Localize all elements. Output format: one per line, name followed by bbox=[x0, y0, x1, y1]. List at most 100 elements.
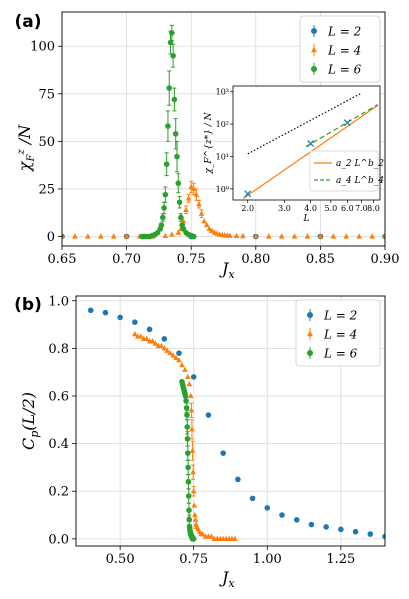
data-point bbox=[173, 354, 179, 361]
data-point bbox=[164, 347, 171, 353]
data-point bbox=[206, 225, 213, 231]
data-point bbox=[220, 450, 226, 456]
inset-y-tick-label: 10² bbox=[216, 120, 229, 129]
data-point bbox=[193, 191, 200, 197]
x-tick-label: 1.00 bbox=[253, 552, 282, 567]
data-point bbox=[304, 233, 311, 239]
data-point bbox=[182, 366, 188, 372]
data-point bbox=[176, 199, 183, 206]
y-tick-label: 1.0 bbox=[48, 294, 69, 309]
data-point bbox=[170, 52, 176, 59]
data-point bbox=[137, 333, 144, 339]
data-point bbox=[192, 511, 198, 518]
data-point bbox=[166, 85, 173, 91]
legend-marker bbox=[307, 330, 313, 337]
data-point bbox=[382, 533, 385, 540]
data-point bbox=[201, 218, 207, 224]
data-point bbox=[117, 314, 123, 321]
data-point bbox=[240, 232, 246, 239]
data-point bbox=[208, 533, 215, 539]
panel-b: 0.50 0.75 1.00 1.250.00.20.40.60.81.0L = 2L… bbox=[48, 294, 386, 567]
data-point bbox=[249, 495, 256, 502]
data-point bbox=[184, 424, 191, 430]
series-L-4 bbox=[132, 330, 238, 541]
legend-label: L = 4 bbox=[323, 328, 357, 342]
data-area bbox=[87, 307, 385, 542]
data-point bbox=[185, 195, 192, 201]
y-tick-label: 25 bbox=[38, 182, 55, 197]
data-point bbox=[227, 232, 233, 238]
data-point bbox=[184, 412, 190, 418]
x-tick-label: 1.25 bbox=[326, 552, 355, 567]
data-point bbox=[158, 342, 165, 349]
data-point bbox=[190, 233, 197, 240]
inset-x-axis-label: L bbox=[303, 214, 310, 224]
inset-x-tick-label: 6.0 bbox=[341, 204, 354, 213]
data-point bbox=[87, 307, 94, 314]
legend-box bbox=[299, 15, 381, 83]
data-point bbox=[163, 161, 170, 167]
data-point bbox=[183, 405, 190, 411]
data-point bbox=[170, 352, 176, 358]
data-point bbox=[317, 233, 324, 239]
y-tick-label: 0.8 bbox=[48, 342, 69, 357]
data-point bbox=[186, 507, 192, 514]
data-point bbox=[187, 392, 194, 399]
y-tick-label: 0.6 bbox=[48, 390, 69, 405]
data-point bbox=[190, 185, 197, 192]
x-tick-label: 0.90 bbox=[371, 252, 400, 267]
data-point bbox=[162, 232, 169, 239]
inset-frame bbox=[232, 85, 381, 201]
inset-data-point bbox=[343, 119, 351, 127]
data-point bbox=[203, 221, 210, 228]
data-point bbox=[174, 153, 180, 160]
y-tick-label: 100 bbox=[30, 40, 55, 55]
data-point bbox=[178, 214, 184, 221]
data-point bbox=[183, 206, 189, 212]
inset-legend-label: a_4 L^b_4 bbox=[336, 176, 384, 186]
data-point bbox=[149, 338, 156, 344]
data-point bbox=[185, 373, 191, 380]
data-point bbox=[293, 517, 300, 523]
data-point bbox=[167, 39, 174, 46]
data-point bbox=[172, 130, 179, 137]
y-tick-label: 0.0 bbox=[48, 532, 69, 547]
legend-label: L = 4 bbox=[327, 44, 361, 58]
data-point bbox=[185, 478, 192, 485]
data-point bbox=[232, 535, 238, 541]
inset-x-tick-label: 8.0 bbox=[367, 204, 380, 213]
data-point bbox=[189, 426, 195, 432]
data-point bbox=[158, 222, 165, 228]
plot-frame bbox=[61, 11, 386, 247]
data-point bbox=[291, 233, 298, 239]
data-point bbox=[198, 210, 205, 216]
data-point bbox=[330, 233, 337, 239]
data-point bbox=[169, 231, 175, 237]
inset-y-tick-label: 10⁰ bbox=[216, 185, 229, 194]
data-point bbox=[143, 335, 150, 341]
data-point bbox=[175, 229, 182, 235]
x-tick-label: 0.75 bbox=[179, 552, 208, 567]
data-point bbox=[97, 233, 104, 239]
legend: L = 2 L = 4 L = 6 bbox=[295, 299, 381, 367]
inset-data-point bbox=[307, 140, 315, 148]
legend-label: L = 6 bbox=[327, 63, 362, 77]
data-point bbox=[182, 393, 189, 399]
data-point bbox=[196, 200, 202, 207]
data-point bbox=[253, 233, 259, 239]
inset-y-axis-label: χ_F^{z*} / N bbox=[204, 111, 214, 174]
series-L-6 bbox=[139, 24, 197, 240]
y-tick-label: 0.4 bbox=[48, 437, 69, 452]
series-L-4 bbox=[62, 180, 385, 239]
data-point bbox=[190, 536, 197, 542]
data-point bbox=[278, 233, 285, 239]
data-point bbox=[189, 447, 196, 453]
data-point bbox=[265, 233, 272, 239]
y-tick-label: 50 bbox=[38, 135, 55, 150]
data-point bbox=[165, 123, 171, 129]
inset-x-tick-label: 4.0 bbox=[304, 204, 317, 213]
legend-label: L = 2 bbox=[327, 25, 361, 39]
legend-box bbox=[295, 299, 381, 367]
data-point bbox=[132, 319, 138, 325]
